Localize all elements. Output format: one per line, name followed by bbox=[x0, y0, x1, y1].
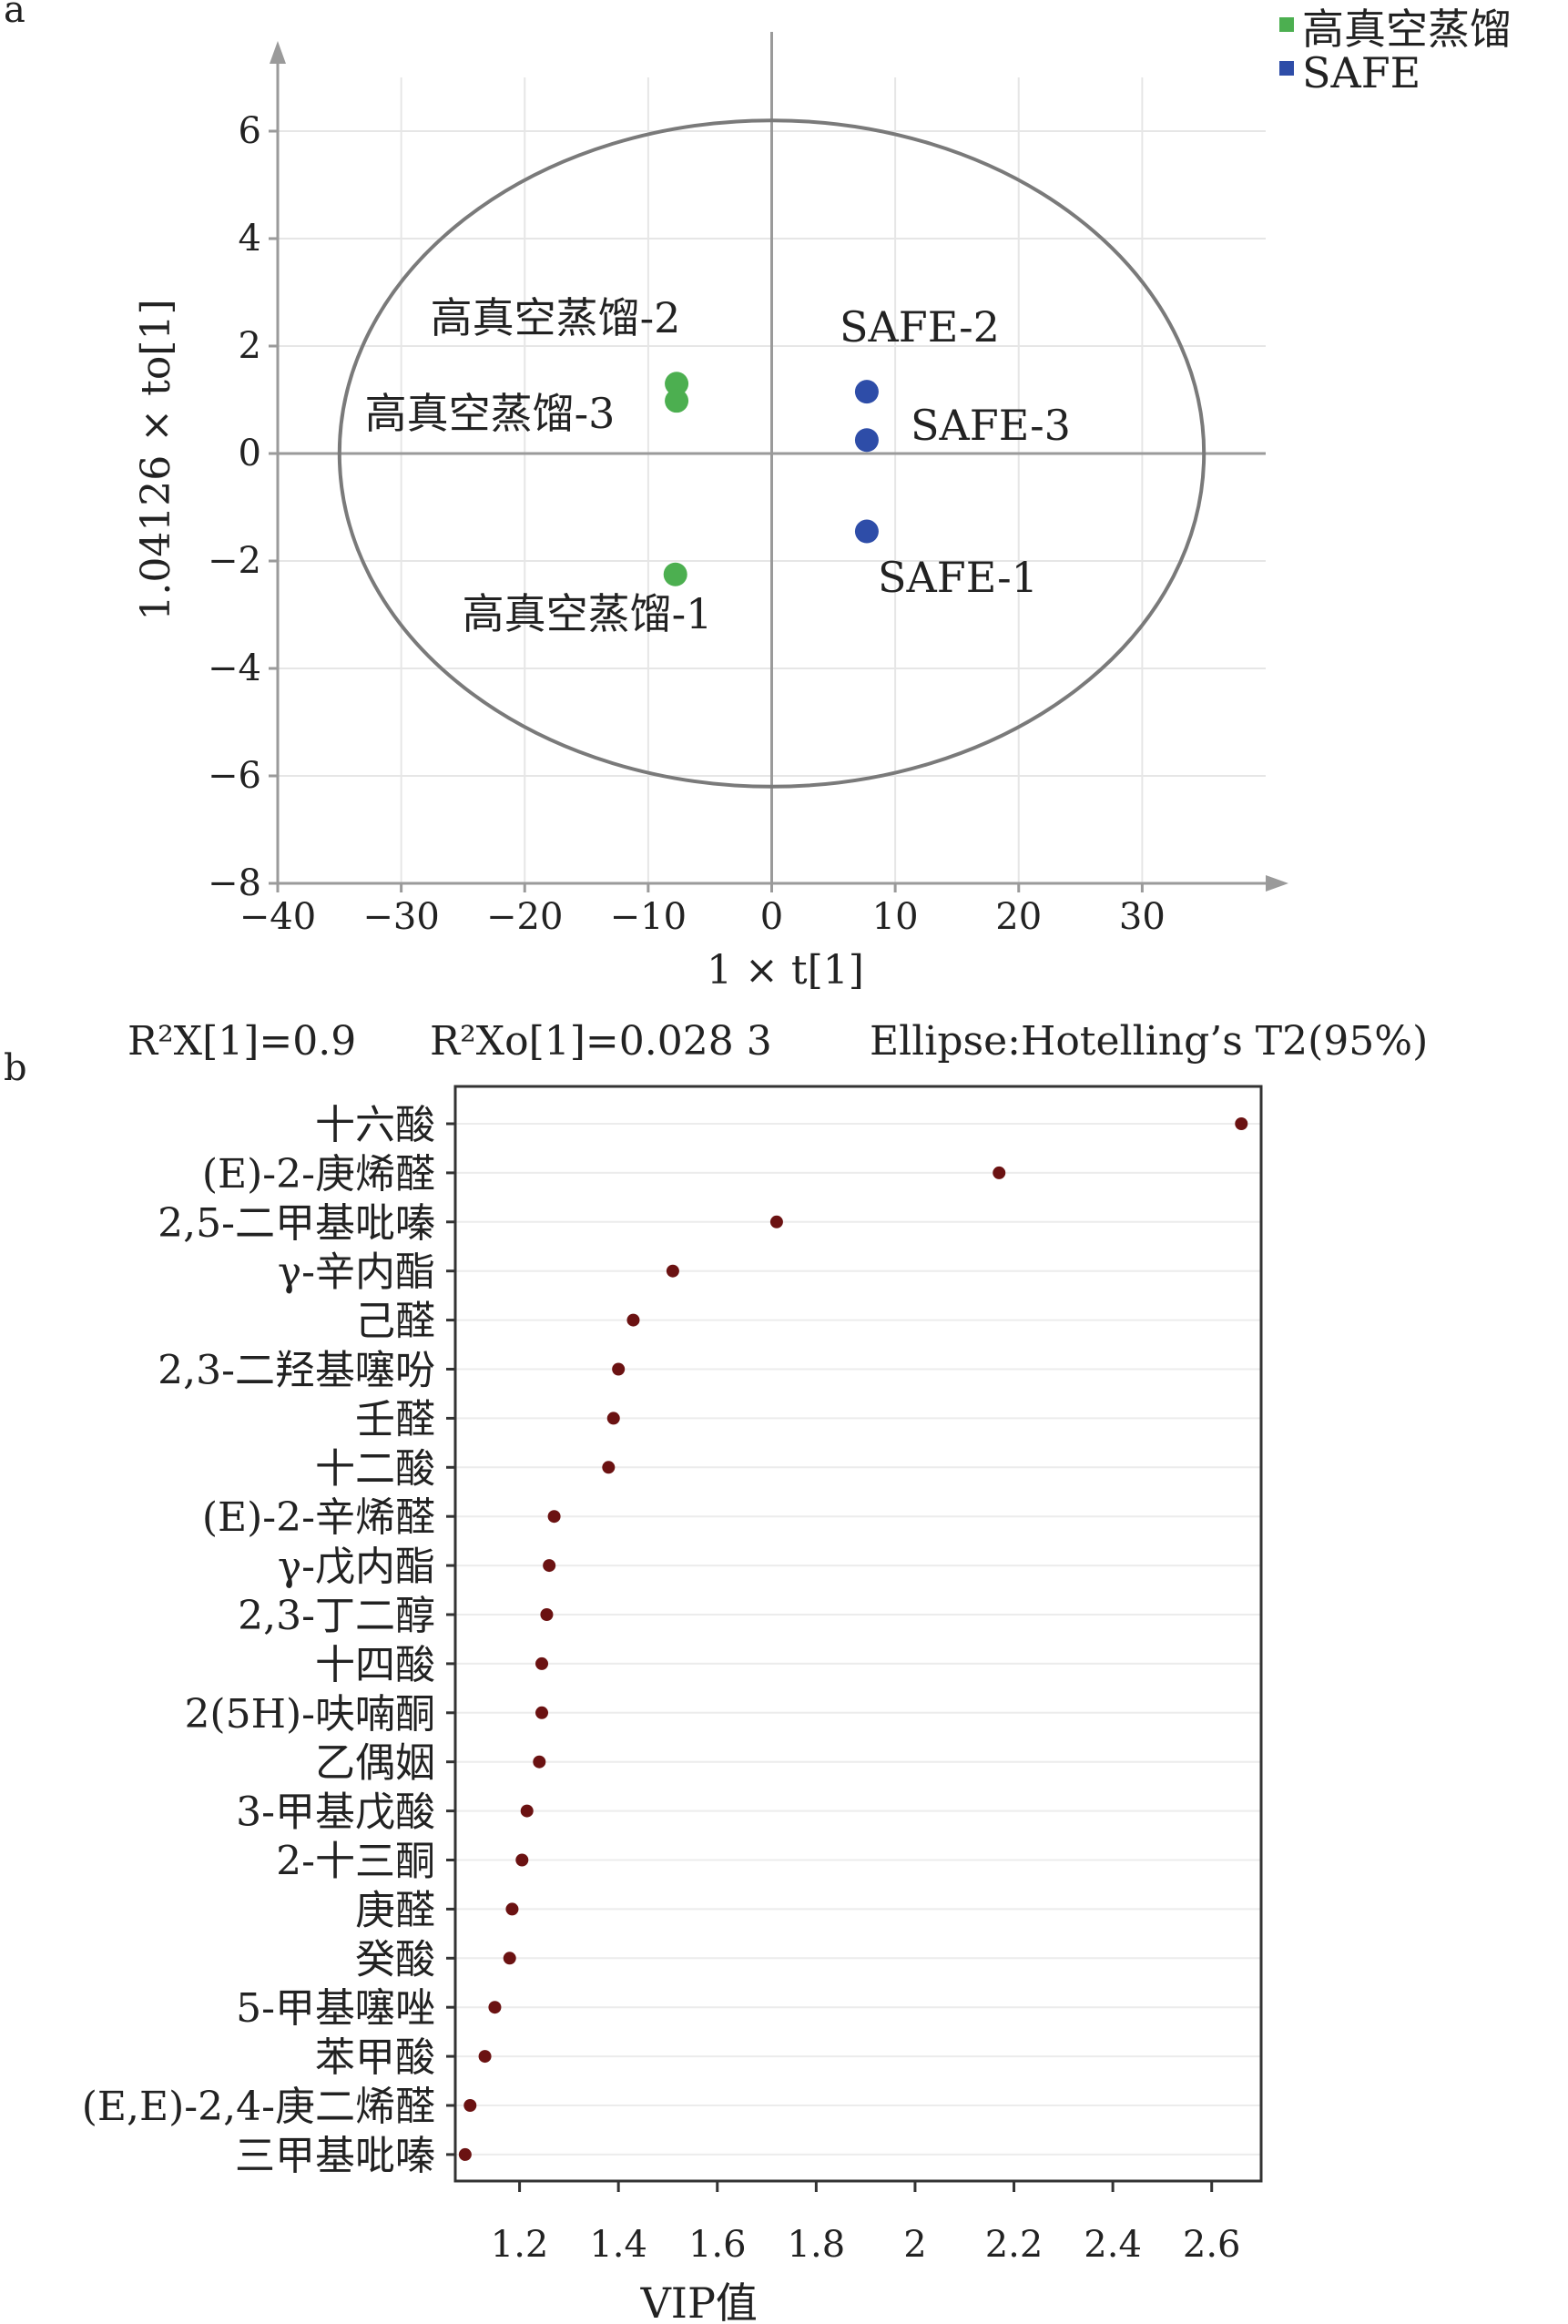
point-label: 高真空蒸馏-3 bbox=[365, 389, 616, 438]
compound-label: 乙偶姻 bbox=[315, 1740, 435, 1787]
data-point bbox=[663, 562, 687, 586]
y-tick-label: −6 bbox=[208, 755, 261, 797]
vip-point bbox=[547, 1510, 561, 1524]
r2xo-text: R²Xo[1]=0.028 3 bbox=[430, 1018, 772, 1065]
vip-point bbox=[515, 1853, 529, 1867]
vip-point bbox=[606, 1412, 620, 1425]
vip-point bbox=[505, 1902, 519, 1916]
data-point bbox=[854, 380, 879, 404]
ellipse-text: Ellipse:Hotelling’s T2(95%) bbox=[870, 1018, 1428, 1065]
compound-label: γ-戊内酯 bbox=[278, 1544, 435, 1590]
compound-label: 2(5H)-呋喃酮 bbox=[184, 1691, 435, 1738]
legend-marker bbox=[1279, 17, 1294, 32]
x-tick-label: 1.8 bbox=[788, 2224, 846, 2266]
data-point bbox=[854, 519, 879, 544]
y-tick-label: −8 bbox=[208, 862, 261, 904]
hotelling-ellipse bbox=[337, 118, 1207, 789]
vip-point bbox=[458, 2147, 472, 2161]
x-axis-arrow bbox=[1266, 875, 1288, 892]
vip-point bbox=[666, 1264, 679, 1278]
y-tick-label: −4 bbox=[208, 647, 261, 689]
vip-point bbox=[1235, 1117, 1248, 1130]
data-point bbox=[854, 428, 879, 453]
panel-b: b1.2 1.4 1.6 1.8 2 2.2 2.4 2.6VIP值十六酸(E)-2-庚烯醛2… bbox=[4, 1047, 1263, 2324]
compound-label: 庚醛 bbox=[355, 1887, 435, 1933]
compound-label: 2,3-丁二醇 bbox=[238, 1593, 435, 1639]
data-point bbox=[665, 372, 689, 396]
x-tick-label: −40 bbox=[239, 896, 316, 938]
compound-label: 壬醛 bbox=[355, 1396, 435, 1442]
point-label: 高真空蒸馏-1 bbox=[463, 589, 713, 638]
x-tick-label: −10 bbox=[610, 896, 687, 938]
compound-label: 苯甲酸 bbox=[315, 2034, 435, 2081]
x-tick-label: −20 bbox=[486, 896, 563, 938]
vip-point bbox=[478, 2050, 492, 2064]
compound-label: 3-甲基戊酸 bbox=[236, 1789, 435, 1836]
compound-label: 十四酸 bbox=[315, 1642, 435, 1688]
panel-label-a: a bbox=[4, 0, 25, 31]
compound-label: 2,5-二甲基吡嗪 bbox=[158, 1200, 435, 1247]
vip-point bbox=[993, 1166, 1006, 1179]
y-tick-label: 4 bbox=[239, 218, 261, 260]
y-tick-label: 2 bbox=[239, 325, 261, 367]
vip-point bbox=[520, 1804, 534, 1818]
compound-label: 十六酸 bbox=[315, 1102, 435, 1148]
vip-point bbox=[488, 2001, 502, 2014]
r2x-text: R²X[1]=0.9 bbox=[127, 1018, 356, 1065]
x-tick-label: 1.2 bbox=[491, 2224, 549, 2266]
y-tick-label: 0 bbox=[239, 433, 261, 474]
x-tick-label: 2.6 bbox=[1183, 2224, 1241, 2266]
compound-label: 癸酸 bbox=[355, 1936, 435, 1983]
x-tick-label: 30 bbox=[1119, 896, 1166, 938]
x-axis-title: 1 × t[1] bbox=[707, 947, 864, 994]
compound-label: 己醛 bbox=[355, 1299, 435, 1345]
compound-label: 三甲基吡嗪 bbox=[235, 2133, 435, 2179]
compound-label: γ-辛内酯 bbox=[278, 1249, 435, 1296]
x-tick-label: 1.6 bbox=[688, 2224, 747, 2266]
point-label: SAFE-3 bbox=[911, 401, 1071, 450]
legend-label: 高真空蒸馏 bbox=[1302, 5, 1512, 54]
vip-point bbox=[626, 1313, 640, 1327]
point-label: SAFE-1 bbox=[878, 553, 1038, 602]
x-tick-label: 0 bbox=[760, 896, 783, 938]
plot-frame bbox=[453, 1085, 1263, 2183]
data-point bbox=[665, 389, 689, 413]
x-tick-label: 20 bbox=[995, 896, 1042, 938]
compound-label: 2-十三酮 bbox=[276, 1839, 435, 1885]
compound-label: (E)-2-辛烯醛 bbox=[202, 1494, 435, 1541]
point-label: 高真空蒸馏-2 bbox=[431, 293, 681, 342]
vip-point bbox=[602, 1461, 616, 1474]
compound-label: (E,E)-2,4-庚二烯醛 bbox=[82, 2084, 435, 2130]
y-tick-label: 6 bbox=[239, 110, 261, 152]
x-tick-label: 2 bbox=[903, 2224, 926, 2266]
x-tick-label: 2.2 bbox=[985, 2224, 1044, 2266]
y-tick-label: −2 bbox=[208, 540, 261, 582]
y-axis-arrow bbox=[270, 41, 286, 64]
compound-label: 十二酸 bbox=[315, 1445, 435, 1492]
vip-point bbox=[535, 1656, 549, 1670]
vip-point bbox=[540, 1608, 554, 1621]
legend-label: SAFE bbox=[1302, 48, 1420, 97]
vip-point bbox=[612, 1362, 626, 1376]
x-tick-label: −30 bbox=[362, 896, 439, 938]
vip-point bbox=[543, 1559, 556, 1573]
point-label: SAFE-2 bbox=[840, 302, 1000, 352]
compound-label: 2,3-二羟基噻吩 bbox=[158, 1348, 435, 1394]
legend-marker bbox=[1279, 61, 1294, 76]
panel-label-b: b bbox=[4, 1047, 27, 1089]
x-tick-label: 2.4 bbox=[1084, 2224, 1142, 2266]
vip-point bbox=[535, 1706, 549, 1719]
x-tick-label: 10 bbox=[872, 896, 919, 938]
y-axis-title: 1.04126 × to[1] bbox=[133, 299, 179, 620]
compound-label: 5-甲基噻唑 bbox=[236, 1985, 435, 2032]
vip-point bbox=[533, 1755, 546, 1768]
x-tick-label: 1.4 bbox=[589, 2224, 647, 2266]
vip-point bbox=[503, 1952, 516, 1965]
x-axis-title: VIP值 bbox=[640, 2278, 758, 2324]
vip-point bbox=[769, 1215, 783, 1228]
compound-label: (E)-2-庚烯醛 bbox=[202, 1151, 435, 1198]
vip-point bbox=[463, 2099, 477, 2112]
